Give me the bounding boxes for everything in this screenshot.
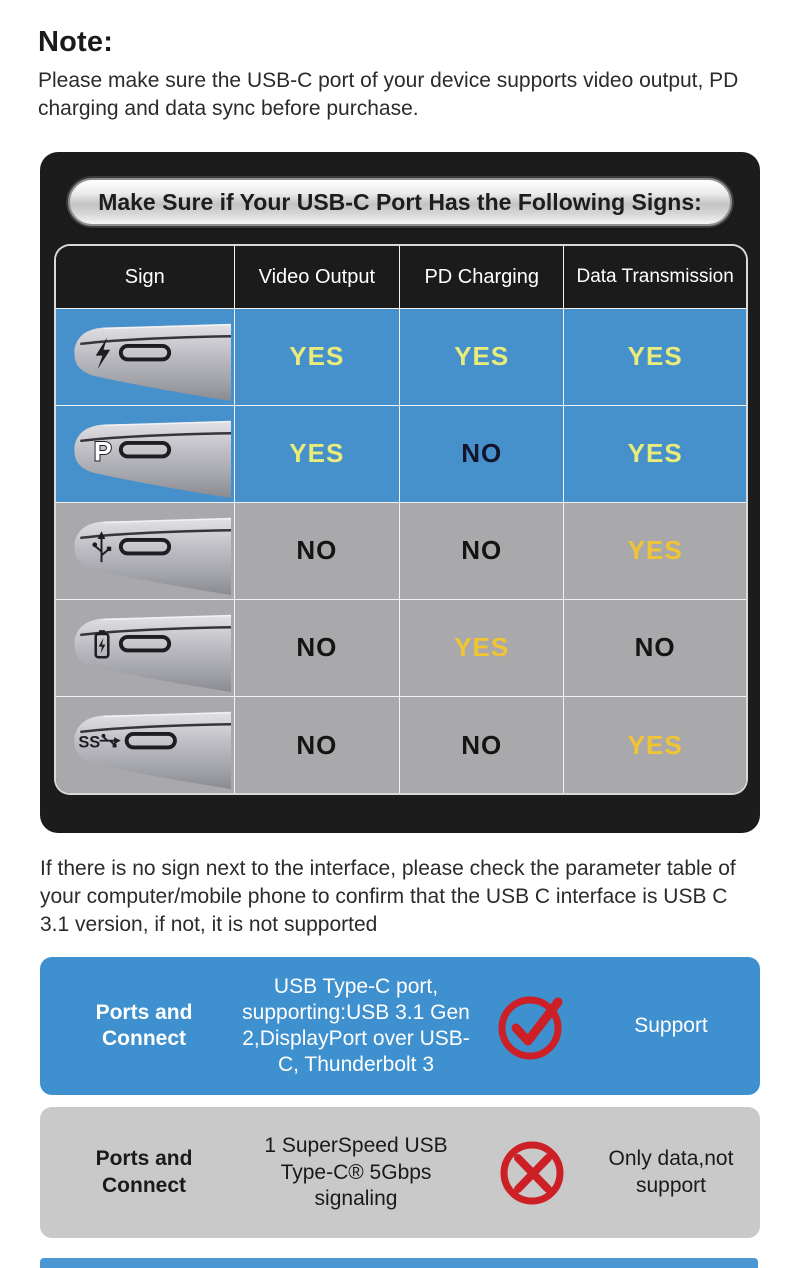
footnote-text: If there is no sign next to the interfac… [40, 857, 736, 937]
not-support-card: Ports and Connect 1 SuperSpeed USB Type-… [40, 1107, 760, 1239]
card-description: USB Type-C port, supporting:USB 3.1 Gen … [242, 974, 470, 1077]
header-sign: Sign [56, 246, 235, 309]
usb-sign-table: Sign Video Output PD Charging Data Trans… [56, 246, 746, 794]
next-section-edge [40, 1258, 758, 1268]
table-row: NO NO YES [56, 501, 746, 600]
usb-port-icon [74, 517, 231, 595]
card-label: Ports and Connect [95, 1000, 193, 1051]
superspeed-usb-port-icon: SS [74, 711, 231, 790]
table-row: YES YES YES [56, 307, 746, 406]
header-pd-charging: PD Charging [399, 246, 565, 309]
check-circle-icon [478, 987, 588, 1065]
cell-video-output: NO [296, 729, 338, 760]
svg-text:SS: SS [78, 734, 100, 752]
table-row: SS NO NO YES [56, 695, 746, 794]
cross-circle-icon [478, 1134, 588, 1212]
svg-text:P: P [94, 436, 112, 466]
cell-video-output: NO [296, 632, 338, 663]
battery-charging-port-icon [74, 614, 231, 692]
note-body: Please make sure the USB-C port of your … [38, 69, 739, 120]
cell-pd-charging: NO [461, 438, 503, 469]
displayport-port-icon: P [74, 420, 231, 498]
cell-pd-charging: NO [461, 535, 503, 566]
note-section: Note: Please make sure the USB-C port of… [0, 0, 800, 122]
cell-data-transmission: NO [634, 632, 676, 663]
support-card: Ports and Connect USB Type-C port, suppo… [40, 957, 760, 1096]
card-status: Support [634, 1014, 708, 1038]
cell-data-transmission: YES [627, 729, 683, 760]
sign-check-panel: Make Sure if Your USB-C Port Has the Fol… [40, 152, 760, 834]
panel-banner-text: Make Sure if Your USB-C Port Has the Fol… [98, 188, 702, 215]
cell-video-output: NO [296, 535, 338, 566]
header-video-output: Video Output [233, 246, 401, 309]
sign-thunderbolt-port [56, 307, 235, 406]
table-row: NO YES NO [56, 598, 746, 697]
table-header-row: Sign Video Output PD Charging Data Trans… [56, 246, 746, 309]
card-description: 1 SuperSpeed USB Type-C® 5Gbps signaling [264, 1134, 448, 1210]
cell-video-output: YES [289, 438, 345, 469]
card-label: Ports and Connect [95, 1147, 193, 1197]
cell-data-transmission: YES [627, 341, 683, 372]
cell-pd-charging: YES [454, 341, 510, 372]
sign-displayport-port: P [56, 404, 235, 503]
card-status: Only data,not support [608, 1147, 734, 1197]
cell-data-transmission: YES [627, 535, 683, 566]
sign-battery-charging-port [56, 598, 235, 697]
note-title: Note: [38, 26, 114, 58]
thunderbolt-port-icon [74, 323, 231, 401]
cell-pd-charging: NO [461, 729, 503, 760]
sign-usb-port [56, 501, 235, 600]
cell-video-output: YES [289, 341, 345, 372]
header-data-transmission: Data Transmission [563, 246, 746, 309]
cell-data-transmission: YES [627, 438, 683, 469]
table-row: P YES NO YES [56, 404, 746, 503]
panel-banner: Make Sure if Your USB-C Port Has the Fol… [68, 178, 732, 227]
sign-superspeed-usb-port: SS [56, 695, 235, 794]
cell-pd-charging: YES [454, 632, 510, 663]
